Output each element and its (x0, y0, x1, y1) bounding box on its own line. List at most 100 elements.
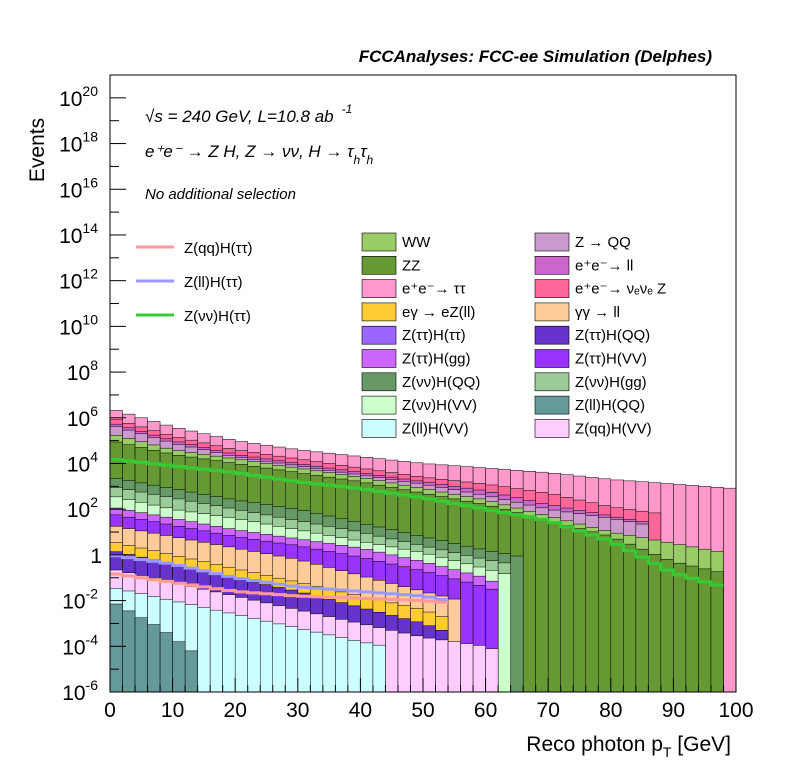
legend-label: Z(ll)H(ττ) (184, 274, 243, 291)
bin-ZZ (535, 518, 549, 693)
legend-background-item: eγ → eZ(ll) (361, 302, 475, 322)
legend-label: Z(ττ)H(VV) (575, 351, 647, 368)
legend-label: Z(ττ)H(gg) (402, 351, 471, 368)
bin-Zll_HVV (222, 612, 236, 693)
y-tick-label: 10-6 (62, 677, 98, 705)
legend-label: Z(ll)H(VV) (402, 420, 469, 437)
legend-label: Z(ττ)H(ττ) (402, 327, 466, 344)
bin-Zll_HQQ (172, 641, 186, 693)
y-tick-label: 1 (90, 545, 102, 568)
legend-label: Z(νν)H(gg) (575, 374, 647, 391)
legend-box-swatch (534, 395, 570, 415)
legend-background-item: Z(ττ)H(QQ) (534, 325, 650, 345)
legend-box-swatch (534, 372, 570, 392)
legend-background-item: ZZ (361, 255, 420, 275)
bin-Zll_HVV (285, 626, 299, 693)
bin-ZZ (710, 571, 724, 693)
legend-label: e⁺e⁻→ ττ (402, 281, 466, 298)
x-tick-label: 0 (104, 699, 116, 722)
stack-Zll_HQQ (109, 603, 198, 693)
legend-signal-item: Z(ll)H(ττ) (136, 274, 243, 291)
y-tick-label: 104 (67, 448, 98, 476)
legend-box-swatch (361, 419, 397, 438)
bin-Zll_HVV (372, 644, 386, 693)
legend-box-swatch (361, 279, 397, 298)
bin-Zll_HVV (272, 623, 286, 693)
legend-label: Z(νν)H(VV) (402, 397, 477, 414)
bin-ZZ (572, 528, 587, 693)
legend-label: ZZ (402, 257, 420, 274)
y-tick-label: 10-2 (62, 586, 98, 614)
bin-Zqq_HVV (447, 641, 461, 693)
bin-ZZ (610, 538, 624, 693)
chart-title: FCCAnalyses: FCC-ee Simulation (Delphes) (359, 47, 713, 66)
bin-ZZ (623, 543, 637, 693)
y-tick-label: 10-4 (62, 631, 98, 659)
y-tick-label: 1012 (59, 266, 98, 294)
legend-label: Z(νν)H(QQ) (402, 374, 480, 391)
bin-ZZ (673, 562, 687, 693)
legend-label: WW (402, 234, 431, 251)
legend-box-swatch (534, 232, 570, 252)
x-tick-label: 80 (599, 699, 622, 722)
y-tick-label: 108 (67, 357, 98, 385)
bin-Zqq_HVV (435, 639, 449, 693)
bin-Zqq_HVV (385, 630, 399, 693)
line-sig_ZnunuHtautau (110, 458, 724, 587)
bin-ZZ (522, 515, 536, 693)
bin-Zll_HVV (259, 620, 274, 693)
line-sig_ZqqHtautau (110, 572, 449, 604)
x-tick-label: 50 (411, 699, 434, 722)
bin-ee_tautau (723, 487, 737, 693)
legend-label: eγ → eZ(ll) (402, 304, 475, 321)
x-tick-label: 30 (286, 699, 309, 722)
bin-Zll_HQQ (122, 610, 136, 693)
legend-signal-item: Z(qq)H(ττ) (136, 240, 253, 257)
legend-box-swatch (534, 349, 570, 368)
legend-box-swatch (361, 325, 397, 345)
legend-box-swatch (361, 349, 397, 368)
bin-ZZ (635, 548, 649, 693)
legend-background-item: WW (361, 232, 431, 252)
legend-box-swatch (534, 279, 570, 298)
legend-box-swatch (361, 372, 397, 392)
bin-ZZ (685, 565, 699, 693)
legend-box-swatch (534, 255, 570, 275)
x-tick-label: 20 (224, 699, 247, 722)
legend-background-item: Z(νν)H(gg) (534, 372, 647, 392)
legend-background-item: Z(qq)H(VV) (534, 419, 652, 438)
legend-label: e⁺e⁻→ ll (575, 257, 633, 274)
legend-background-item: Z(ττ)H(gg) (361, 349, 471, 368)
process-annotation: e⁺e⁻ → Z H, Z → νν, H → τhτh (145, 142, 374, 167)
bin-Zll_HVV (310, 631, 324, 693)
legend-label: Z(νν)H(ττ) (184, 308, 251, 325)
bin-ZZ (560, 525, 574, 693)
bin-Zqq_HVV (410, 635, 424, 693)
y-tick-label: 1016 (59, 174, 98, 202)
bin-Zll_HVV (360, 642, 374, 693)
bin-Zll_HVV (322, 634, 336, 693)
x-tick-label: 40 (349, 699, 372, 722)
legend-label: Z(ll)H(QQ) (575, 397, 645, 414)
bin-Zll_HQQ (159, 632, 173, 693)
legend-box-swatch (534, 325, 570, 345)
bin-Zll_HQQ (134, 617, 148, 693)
bin-Zqq_HVV (397, 632, 411, 693)
legend-box-swatch (534, 302, 570, 322)
legend-box-swatch (361, 395, 397, 415)
legend-background-item: Z(νν)H(QQ) (361, 372, 480, 392)
x-tick-label: 90 (662, 699, 685, 722)
legend-label: e⁺e⁻→ νₑνₑ Z (575, 281, 666, 298)
selection-annotation: No additional selection (145, 186, 296, 203)
bin-Zll_HVV (209, 609, 223, 693)
legend-background-item: e⁺e⁻→ νₑνₑ Z (534, 279, 666, 298)
y-tick-label: 1014 (59, 220, 98, 248)
bin-Zll_HVV (335, 637, 349, 693)
legend-background-item: γγ → ll (534, 302, 620, 322)
bin-Zll_HQQ (147, 624, 161, 693)
bin-Zll_HVV (297, 629, 311, 693)
bin-ZZ (547, 521, 561, 693)
legend-background-item: Z(ττ)H(ττ) (361, 325, 466, 345)
bin-ZZ (698, 568, 712, 693)
